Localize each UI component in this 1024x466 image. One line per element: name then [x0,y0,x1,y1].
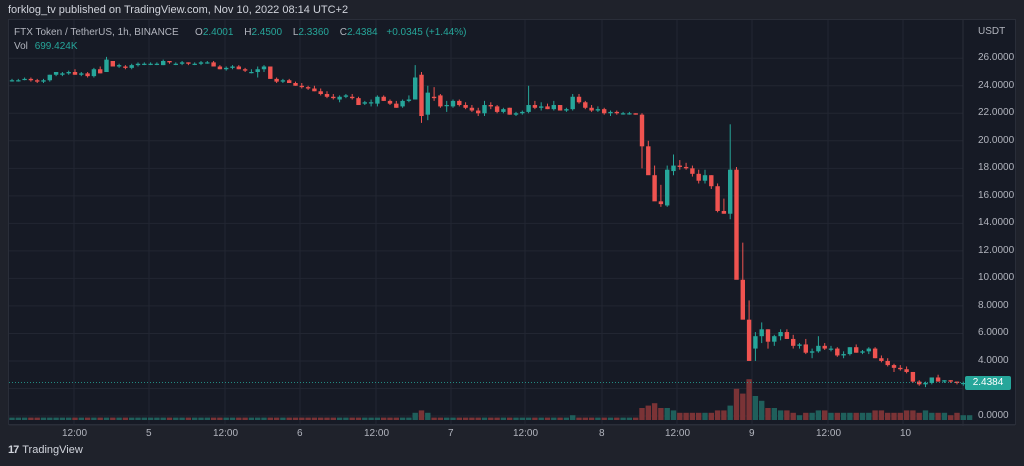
low-label: L [292,27,299,38]
time-tick-label: 8 [599,428,605,439]
price-tick-label: 22.0000 [978,107,1015,119]
time-tick-label: 6 [297,428,303,439]
footer: 17 TradingView [8,444,83,456]
open-label: O [195,27,203,38]
time-tick-label: 12:00 [665,428,691,439]
change-value: +0.0345 (+1.44%) [386,27,467,38]
published-header: forklog_tv published on TradingView.com,… [8,4,349,16]
open-value: 2.4001 [202,27,234,38]
time-tick-label: 12:00 [816,428,842,439]
currency-label: USDT [978,26,1006,37]
time-tick-label: 12:00 [513,428,539,439]
symbol-label[interactable]: FTX Token / TetherUS, 1h, BINANCE [14,27,179,38]
time-tick-label: 10 [900,428,912,439]
volume-value: 699.424K [34,41,78,52]
time-tick-label: 5 [146,428,152,439]
price-tick-label: 4.0000 [978,354,1009,366]
price-tick-label: 16.0000 [978,189,1015,201]
price-tick-label: 24.0000 [978,79,1015,91]
brand-label: TradingView [22,444,83,456]
price-tick-label: 18.0000 [978,162,1015,174]
chart-legend: FTX Token / TetherUS, 1h, BINANCE O2.400… [14,26,466,54]
time-tick-label: 12:00 [213,428,239,439]
legend-ohlc-row: FTX Token / TetherUS, 1h, BINANCE O2.400… [14,26,466,40]
high-label: H [244,27,252,38]
price-tick-label: 26.0000 [978,52,1015,64]
close-value: 2.4384 [346,27,378,38]
tradingview-logo-icon: 17 [8,444,19,456]
last-price-badge: 2.4384 [965,376,1011,390]
chart-panel[interactable] [8,19,1016,425]
price-tick-label: 0.0000 [978,410,1009,421]
high-value: 2.4500 [251,27,283,38]
time-tick-label: 9 [749,428,755,439]
time-tick-label: 7 [448,428,454,439]
price-tick-label: 14.0000 [978,217,1015,229]
time-tick-label: 12:00 [62,428,88,439]
price-tick-label: 6.0000 [978,327,1009,339]
volume-label: Vol [14,41,28,52]
low-value: 2.3360 [298,27,329,38]
time-tick-label: 12:00 [364,428,390,439]
close-label: C [339,27,347,38]
price-tick-label: 10.0000 [978,272,1015,284]
legend-volume-row: Vol 699.424K [14,40,466,54]
price-tick-label: 8.0000 [978,299,1009,311]
price-tick-label: 20.0000 [978,134,1015,146]
price-tick-label: 12.0000 [978,244,1015,256]
